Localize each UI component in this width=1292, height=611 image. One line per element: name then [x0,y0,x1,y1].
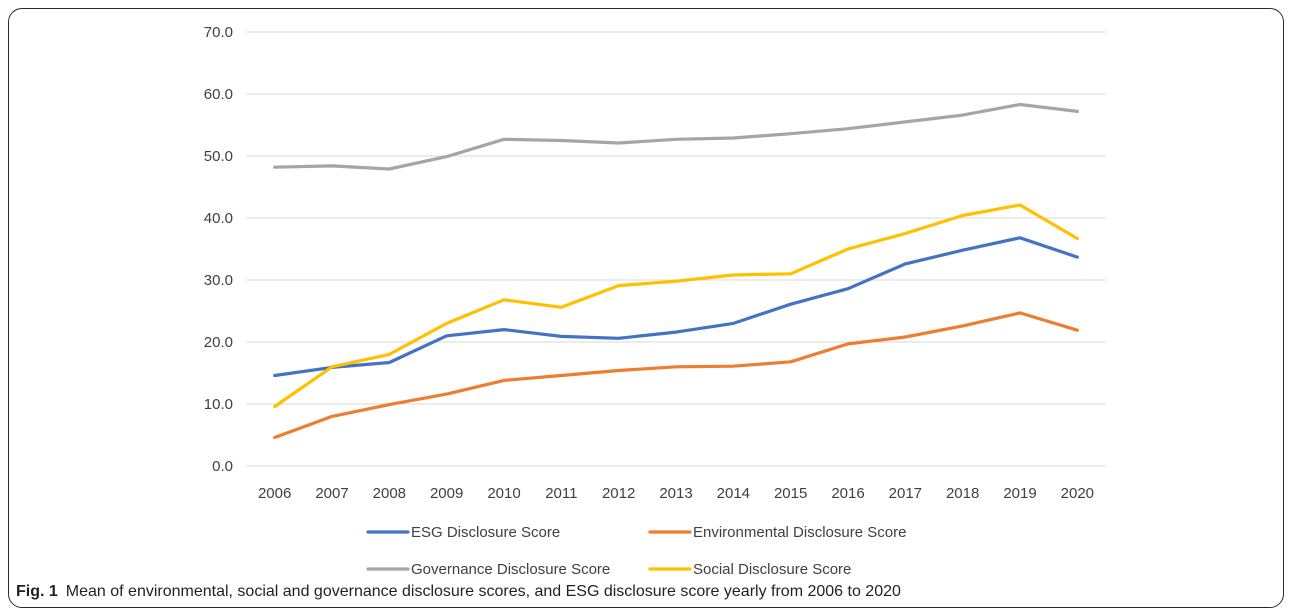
figure-caption-text: Mean of environmental, social and govern… [65,583,901,600]
x-axis-ticks: 2006 2007 2008 2009 2010 2011 2012 2013 2014 2015… [258,485,1094,502]
y-tick-label: 10.0 [204,396,233,413]
x-tick-label: 2008 [373,485,406,502]
x-tick-label: 2015 [774,485,807,502]
x-tick-label: 2016 [831,485,864,502]
series-line-2 [273,311,1079,440]
figure-caption: Fig. 1 Mean of environmental, social and … [16,583,901,601]
y-tick-label: 0.0 [212,458,233,475]
y-tick-label: 20.0 [204,334,233,351]
figure-frame [8,8,1284,608]
y-axis-ticks: 0.0 10.0 20.0 30.0 40.0 50.0 60.0 70.0 [204,24,233,475]
y-tick-label: 60.0 [204,86,233,103]
legend-label-3: Governance Disclosure Score [411,561,610,578]
x-tick-label: 2013 [659,485,692,502]
x-tick-label: 2017 [889,485,922,502]
series-lines [273,102,1079,440]
series-line-4 [273,203,1079,409]
figure-label: Fig. 1 [16,583,58,600]
x-tick-label: 2014 [717,485,750,502]
x-tick-label: 2019 [1003,485,1036,502]
x-tick-label: 2010 [487,485,520,502]
x-tick-label: 2018 [946,485,979,502]
y-tick-label: 30.0 [204,272,233,289]
legend: ESG Disclosure Score Environmental Disclo… [366,524,906,578]
y-tick-label: 50.0 [204,148,233,165]
legend-label-4: Social Disclosure Score [693,561,851,578]
line-chart: 0.0 10.0 20.0 30.0 40.0 50.0 60.0 70.0 2006 2007… [204,24,1106,578]
legend-label-1: ESG Disclosure Score [411,524,560,541]
x-tick-label: 2011 [545,485,577,502]
series-line-1 [273,236,1079,378]
y-tick-label: 70.0 [204,24,233,41]
x-tick-label: 2007 [315,485,348,502]
x-tick-label: 2009 [430,485,463,502]
y-tick-label: 40.0 [204,210,233,227]
x-tick-label: 2006 [258,485,291,502]
gridlines [246,31,1106,467]
x-tick-label: 2012 [602,485,635,502]
series-line-3 [273,102,1079,171]
legend-label-2: Environmental Disclosure Score [693,524,906,541]
x-tick-label: 2020 [1061,485,1094,502]
